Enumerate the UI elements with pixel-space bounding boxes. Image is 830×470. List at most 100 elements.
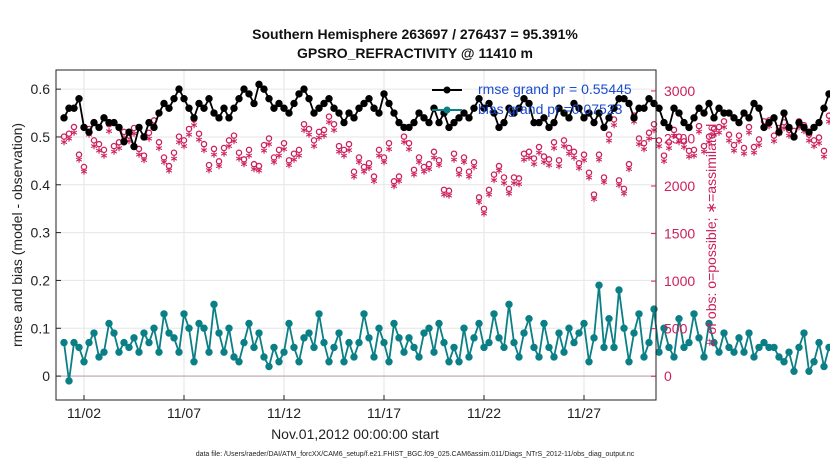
- bias-point: [660, 324, 668, 332]
- x-tick-label: 11/02: [67, 405, 101, 421]
- bias-point: [535, 353, 543, 361]
- bias-point: [440, 338, 448, 347]
- possible-obs-marker: [595, 151, 603, 158]
- bias-point: [745, 329, 753, 337]
- bias-point: [305, 329, 313, 337]
- bias-point: [315, 310, 323, 318]
- assimilated-obs-marker: *: [636, 140, 643, 155]
- bias-point: [185, 324, 193, 332]
- bias-point: [585, 358, 593, 366]
- possible-obs-marker: [540, 153, 548, 160]
- possible-obs-marker: [545, 156, 553, 163]
- bias-point: [410, 343, 418, 352]
- assimilated-obs-marker: *: [106, 127, 113, 142]
- possible-obs-marker: [330, 120, 338, 128]
- bias-point: [480, 343, 488, 352]
- possible-obs-marker: [340, 146, 348, 154]
- assimilated-obs-marker: *: [126, 137, 133, 152]
- rmse-point: [550, 118, 558, 127]
- possible-obs-marker: [255, 162, 263, 170]
- bias-point: [65, 377, 73, 385]
- possible-obs-marker: [185, 125, 193, 133]
- bias-point: [255, 329, 263, 337]
- x-tick-label: 11/12: [267, 405, 301, 421]
- possible-obs-marker: [755, 136, 763, 143]
- assimilated-obs-marker: *: [101, 151, 108, 166]
- rmse-point: [640, 104, 648, 112]
- possible-obs-marker: [485, 186, 493, 194]
- rmse-point: [220, 104, 228, 112]
- possible-obs-marker: [305, 125, 313, 133]
- bias-point: [495, 334, 503, 342]
- bias-point: [390, 319, 398, 328]
- assimilated-obs-marker: *: [501, 179, 508, 194]
- bias-point: [770, 343, 778, 352]
- bias-point: [755, 343, 763, 352]
- bias-point: [475, 319, 483, 328]
- assimilated-obs-marker: *: [566, 150, 573, 165]
- assimilated-obs-marker: *: [821, 152, 828, 167]
- assimilated-obs-marker: *: [576, 164, 583, 179]
- bias-point: [600, 343, 608, 352]
- rmse-point: [190, 114, 198, 122]
- rmse-point: [365, 94, 373, 103]
- assimilated-obs-marker: *: [546, 161, 553, 176]
- rmse-point: [225, 114, 233, 122]
- possible-obs-marker: [500, 174, 508, 181]
- bias-point: [250, 343, 258, 352]
- possible-obs-marker: [635, 135, 643, 142]
- rmse-point: [135, 123, 143, 132]
- possible-obs-marker: [600, 174, 608, 181]
- rmse-point: [250, 99, 258, 108]
- assimilated-obs-marker: *: [616, 181, 623, 196]
- rmse-point: [575, 104, 583, 112]
- bias-point: [380, 338, 388, 347]
- bias-point: [425, 324, 433, 332]
- bias-point: [295, 358, 303, 366]
- assimilated-obs-marker: *: [296, 151, 303, 166]
- bias-point: [520, 329, 528, 337]
- bias-point: [560, 348, 568, 356]
- axes: 11/02 11/07 11/12 11/17 11/22 11/27 0 0.1 0.2 0.3…: [31, 81, 696, 421]
- bias-point: [100, 348, 108, 356]
- assimilated-obs-marker: *: [146, 134, 153, 149]
- assimilated-obs-marker: *: [231, 137, 238, 152]
- rmse-point: [445, 123, 453, 132]
- rmse-point: [265, 94, 273, 103]
- possible-obs-marker: [275, 146, 283, 154]
- bias-point: [95, 353, 103, 361]
- bias-point: [655, 348, 663, 356]
- bias-point: [290, 343, 298, 352]
- assimilated-obs-marker: *: [351, 172, 358, 187]
- rmse-point: [795, 118, 803, 127]
- rmse-point: [215, 114, 223, 122]
- assimilated-obs-marker: *: [76, 155, 83, 170]
- rmse-point: [755, 104, 763, 112]
- rmse-point: [600, 123, 608, 132]
- rmse-point: [500, 118, 508, 127]
- assimilated-obs-marker: *: [781, 124, 788, 139]
- bias-point: [330, 343, 338, 352]
- rmse-point: [475, 94, 483, 103]
- possible-obs-marker: [65, 130, 73, 137]
- rmse-point: [665, 123, 673, 132]
- rmse-point: [775, 128, 783, 136]
- bias-point: [505, 300, 513, 309]
- bias-point: [820, 362, 828, 371]
- rmse-point: [140, 133, 148, 141]
- assimilated-obs-marker: *: [396, 177, 403, 192]
- assimilated-obs-marker: *: [276, 151, 283, 166]
- assimilated-obs-marker: *: [451, 155, 458, 170]
- assimilated-obs-marker: *: [141, 156, 148, 171]
- assimilated-obs-marker: *: [421, 168, 428, 183]
- possible-obs-marker: [375, 146, 383, 154]
- possible-obs-marker: [345, 140, 353, 148]
- rmse-point: [690, 114, 698, 122]
- possible-obs-marker: [730, 141, 738, 149]
- x-axis-label: Nov.01,2012 00:00:00 start: [271, 426, 439, 442]
- rmse-point: [465, 114, 473, 122]
- rmse-point: [70, 104, 78, 112]
- rmse-point: [340, 118, 348, 127]
- rmse-point: [505, 104, 513, 112]
- rmse-point: [630, 114, 638, 122]
